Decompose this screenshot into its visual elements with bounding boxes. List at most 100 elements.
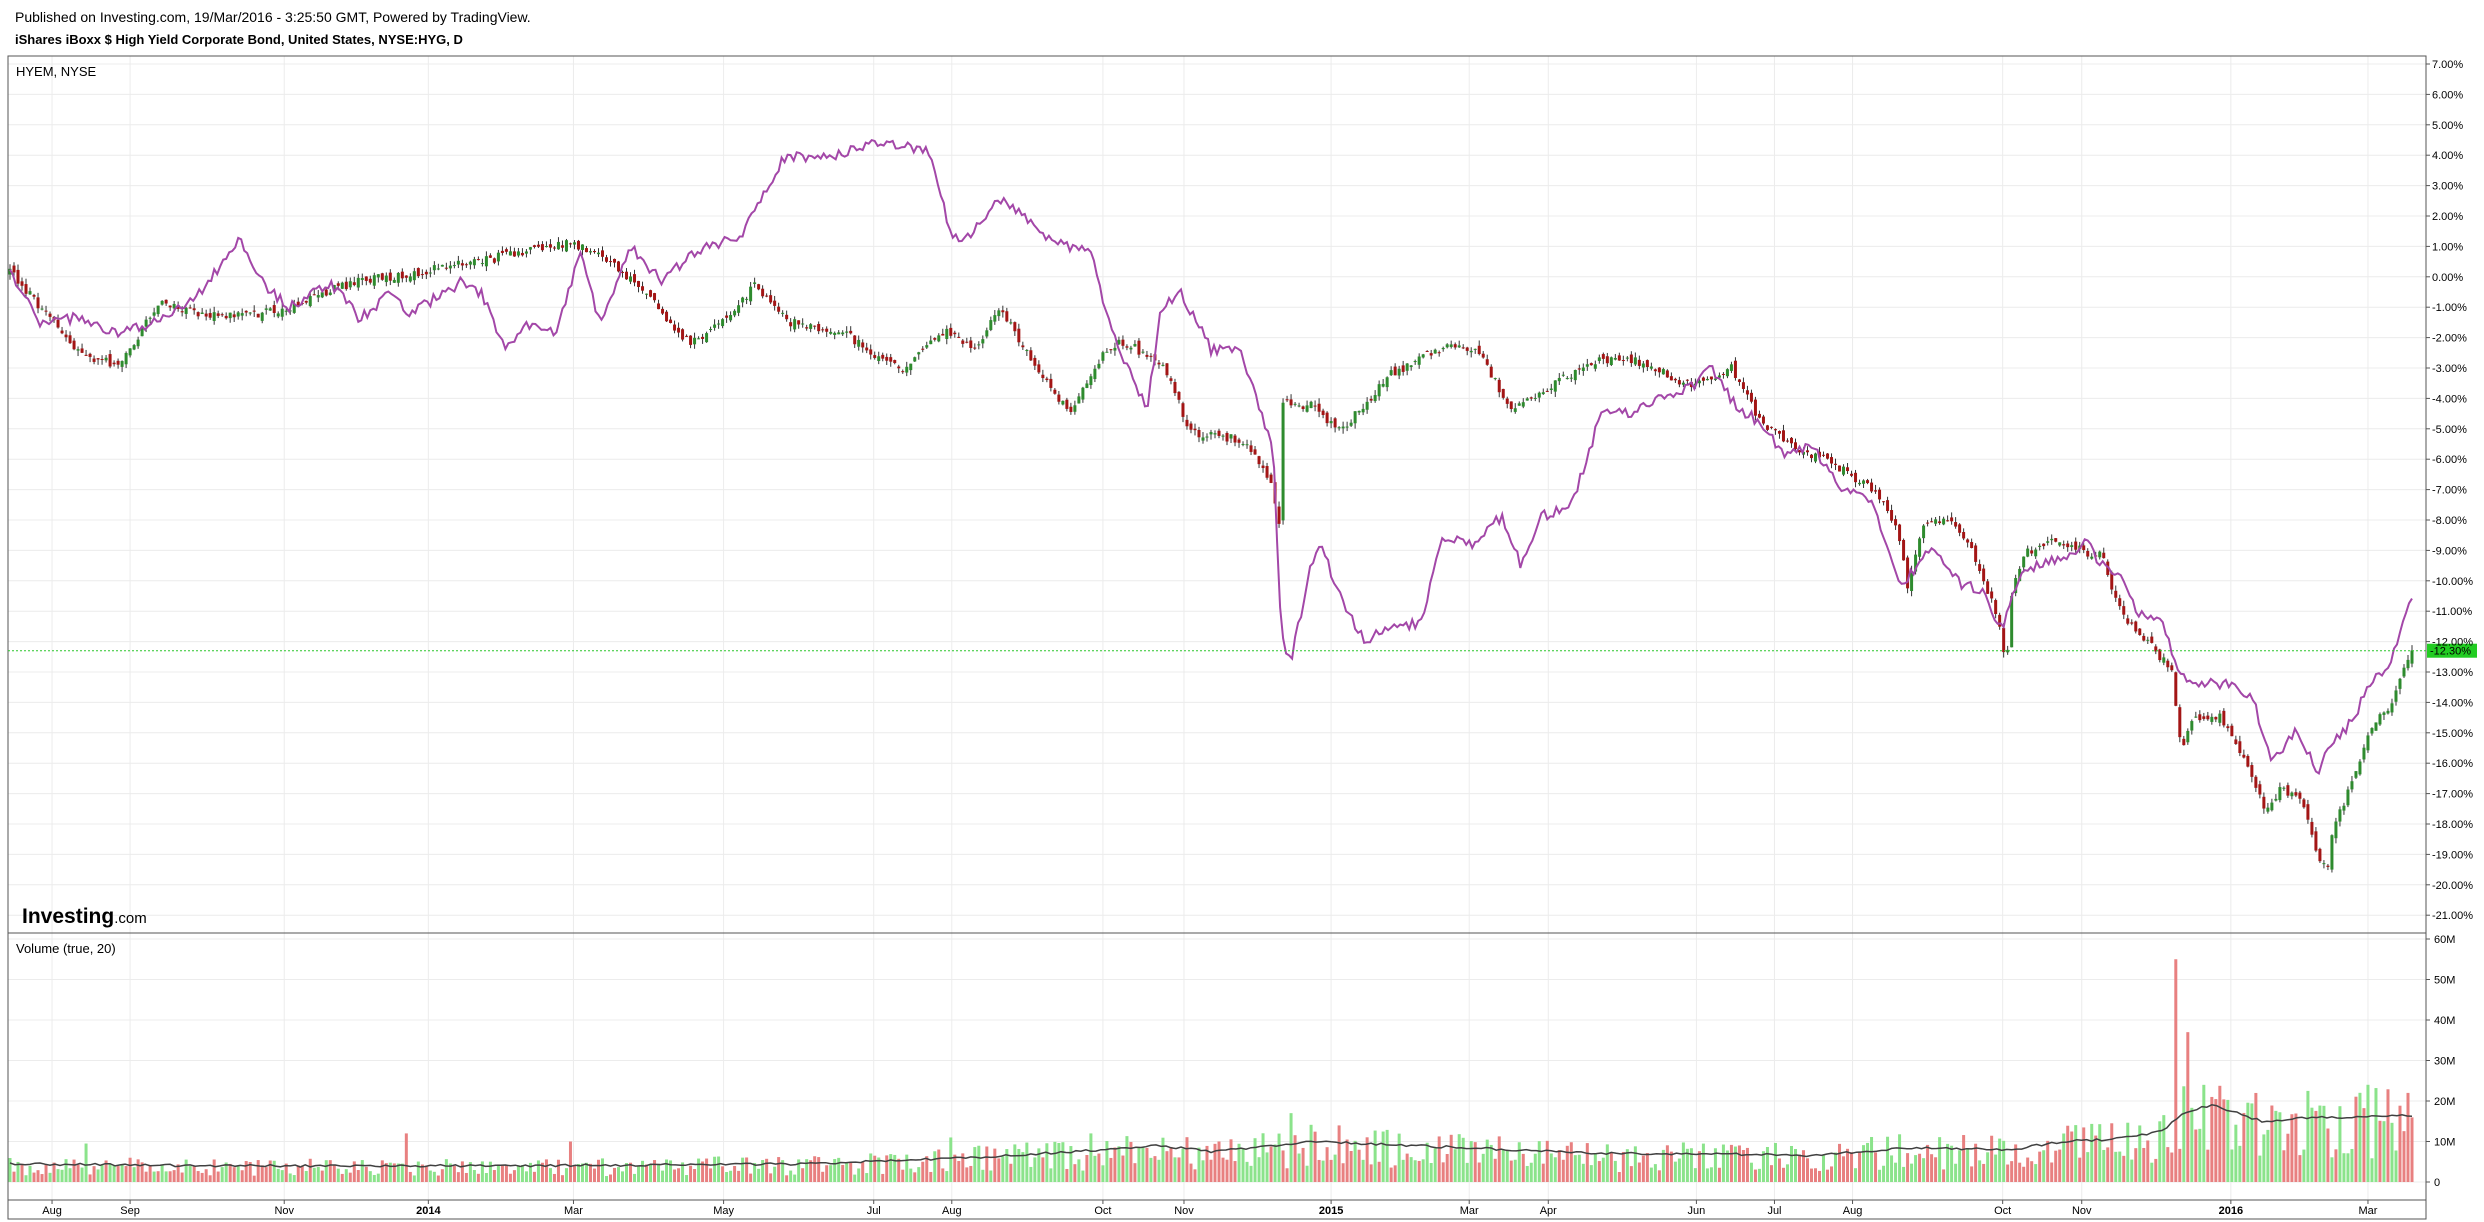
candle-body: [1285, 399, 1289, 401]
candle-body: [1217, 430, 1221, 436]
candle-body: [1894, 519, 1898, 526]
candle-body: [1958, 524, 1962, 533]
volume-bar: [1309, 1124, 1313, 1182]
candle-body: [1797, 449, 1801, 453]
candle-body: [1982, 568, 1986, 582]
candle-body: [2230, 725, 2234, 737]
volume-bar: [2118, 1151, 2122, 1182]
candle-body: [248, 312, 252, 314]
volume-bar: [2138, 1125, 2142, 1182]
volume-bar: [1185, 1137, 1189, 1182]
candle-body: [889, 357, 893, 362]
candle-body: [1033, 357, 1037, 366]
volume-bar: [1649, 1167, 1653, 1182]
volume-bar: [1521, 1153, 1525, 1182]
volume-bar: [1441, 1162, 1445, 1182]
volume-bar: [797, 1159, 801, 1182]
candle-body: [60, 330, 64, 334]
y-tick-label: 2.00%: [2432, 211, 2463, 223]
volume-bar: [885, 1155, 889, 1182]
volume-bar: [1149, 1157, 1153, 1182]
volume-bar: [472, 1169, 476, 1182]
volume-bar: [1773, 1142, 1777, 1182]
candle-body: [1493, 378, 1497, 380]
candle-body: [1249, 445, 1253, 452]
volume-bar: [1113, 1147, 1117, 1182]
candle-body: [1225, 432, 1229, 442]
candle-body: [176, 305, 180, 309]
volume-bar: [1693, 1168, 1697, 1182]
volume-bar: [621, 1171, 625, 1182]
volume-bar: [256, 1160, 260, 1182]
candle-body: [1950, 517, 1954, 522]
volume-bar: [2126, 1122, 2130, 1182]
volume-bar: [1045, 1143, 1049, 1182]
volume-bar: [356, 1170, 360, 1182]
candle-body: [2142, 635, 2146, 641]
volume-bar: [1241, 1148, 1245, 1182]
volume-bar: [669, 1160, 673, 1182]
volume-bar: [1745, 1147, 1749, 1182]
main-legend: HYEM, NYSE: [16, 64, 97, 79]
candle-body: [2318, 848, 2322, 862]
candle-body: [1609, 357, 1613, 365]
candle-body: [1313, 405, 1317, 407]
candle-body: [588, 251, 592, 253]
candle-body: [1305, 405, 1309, 412]
candle-body: [2130, 622, 2134, 624]
candle-body: [613, 258, 617, 263]
candle-body: [1061, 400, 1065, 405]
volume-bar: [2074, 1125, 2078, 1182]
volume-bar: [2298, 1155, 2302, 1182]
volume-bar: [1830, 1166, 1834, 1182]
volume-bar: [1553, 1157, 1557, 1182]
volume-bar: [837, 1157, 841, 1182]
volume-bar: [2070, 1131, 2074, 1182]
volume-bar: [312, 1167, 316, 1182]
volume-bar: [200, 1172, 204, 1182]
volume-bar: [2406, 1092, 2410, 1182]
volume-bar: [1561, 1159, 1565, 1182]
volume-bar: [2198, 1128, 2202, 1182]
volume-bar: [757, 1168, 761, 1182]
volume-bar: [2170, 1152, 2174, 1182]
candle-body: [432, 265, 436, 271]
volume-bar: [2390, 1122, 2394, 1182]
volume-bar: [1894, 1162, 1898, 1182]
candle-body: [1569, 377, 1573, 379]
volume-bar: [228, 1163, 232, 1182]
candle-body: [1185, 419, 1189, 427]
volume-bar: [745, 1157, 749, 1182]
volume-bar: [2262, 1134, 2266, 1182]
volume-bar: [72, 1159, 76, 1182]
candle-body: [841, 332, 845, 335]
volume-bar: [1541, 1163, 1545, 1182]
candle-body: [949, 327, 953, 336]
vol-tick-label: 20M: [2434, 1096, 2455, 1108]
candle-body: [440, 264, 444, 267]
candle-body: [1741, 382, 1745, 389]
volume-bar: [1281, 1150, 1285, 1182]
volume-bar: [1545, 1140, 1549, 1182]
candle-body: [600, 250, 604, 257]
candle-body: [1069, 406, 1073, 412]
candle-body: [945, 328, 949, 339]
candle-body: [2138, 628, 2142, 635]
candle-body: [641, 286, 645, 291]
candle-body: [2082, 545, 2086, 551]
volume-bar: [1641, 1155, 1645, 1182]
volume-bar: [436, 1175, 440, 1182]
volume-bar: [905, 1154, 909, 1182]
volume-bar: [753, 1162, 757, 1182]
volume-bar: [144, 1171, 148, 1182]
candle-body: [1293, 403, 1297, 405]
volume-bar: [1285, 1168, 1289, 1182]
volume-bar: [460, 1161, 464, 1182]
candle-body: [2110, 572, 2114, 590]
candle-body: [1397, 368, 1401, 376]
volume-bar: [609, 1174, 612, 1182]
candle-body: [1481, 353, 1485, 358]
candle-body: [1429, 353, 1433, 356]
volume-bar: [2270, 1105, 2274, 1182]
